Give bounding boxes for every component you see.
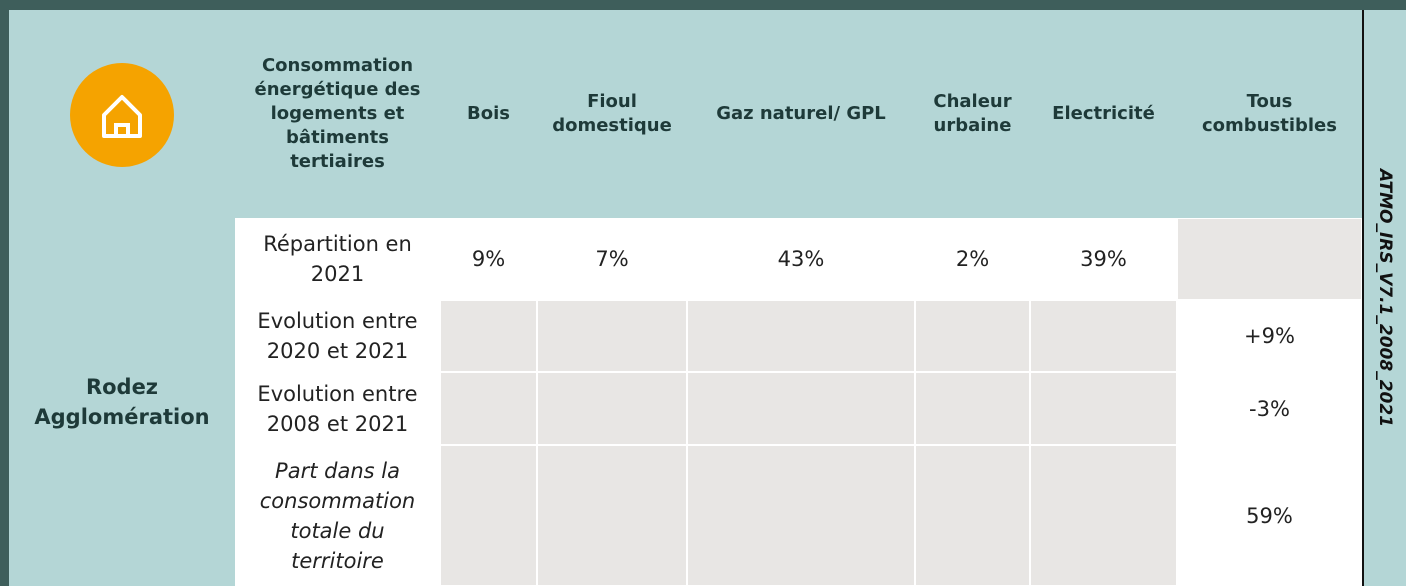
value-cell: 9% [471, 247, 506, 271]
empty-cell [1030, 445, 1177, 586]
empty-cell [537, 445, 687, 586]
column-header: Consommation énergétique des logements e… [254, 55, 421, 172]
empty-cell [915, 300, 1030, 372]
row-label: Evolution entre 2020 et 2021 [257, 309, 418, 363]
empty-cell [440, 445, 537, 586]
top-border [0, 0, 1406, 10]
column-header: Gaz naturel/ GPL [716, 103, 886, 124]
empty-cell [915, 445, 1030, 586]
column-header: Fioul domestique [552, 91, 672, 136]
row-label: Répartition en 2021 [263, 232, 412, 286]
column-header: Electricité [1052, 103, 1155, 124]
empty-cell [440, 300, 537, 372]
column-header: Bois [467, 103, 510, 124]
total-cell: -3% [1249, 396, 1290, 421]
empty-cell [687, 445, 915, 586]
row-label: Evolution entre 2008 et 2021 [257, 381, 418, 436]
empty-cell [1030, 372, 1177, 445]
left-border [0, 0, 9, 586]
header-row [9, 10, 1362, 218]
territory-cell: Rodez Agglomération [9, 218, 235, 586]
empty-cell [687, 300, 915, 372]
empty-cell [1177, 218, 1362, 300]
house-icon [70, 63, 174, 167]
value-cell: 7% [595, 247, 629, 271]
column-header: Tous combustibles [1202, 91, 1337, 136]
value-cell: 2% [955, 247, 990, 271]
empty-cell [687, 372, 915, 445]
empty-cell [537, 300, 687, 372]
side-label: ATMO_IRS_V7.1_2008_2021 [1375, 168, 1395, 428]
total-cell: 59% [1246, 503, 1293, 528]
value-cell: 39% [1080, 247, 1127, 271]
empty-cell [440, 372, 537, 445]
empty-cell [537, 372, 687, 445]
value-cell: 43% [777, 247, 825, 271]
empty-cell [915, 372, 1030, 445]
total-cell: +9% [1244, 324, 1295, 348]
column-header: Chaleur urbaine [933, 91, 1012, 136]
side-strip: ATMO_IRS_V7.1_2008_2021 [1362, 10, 1406, 586]
empty-cell [1030, 300, 1177, 372]
row-label: Part dans la consommation totale du terr… [259, 458, 416, 573]
